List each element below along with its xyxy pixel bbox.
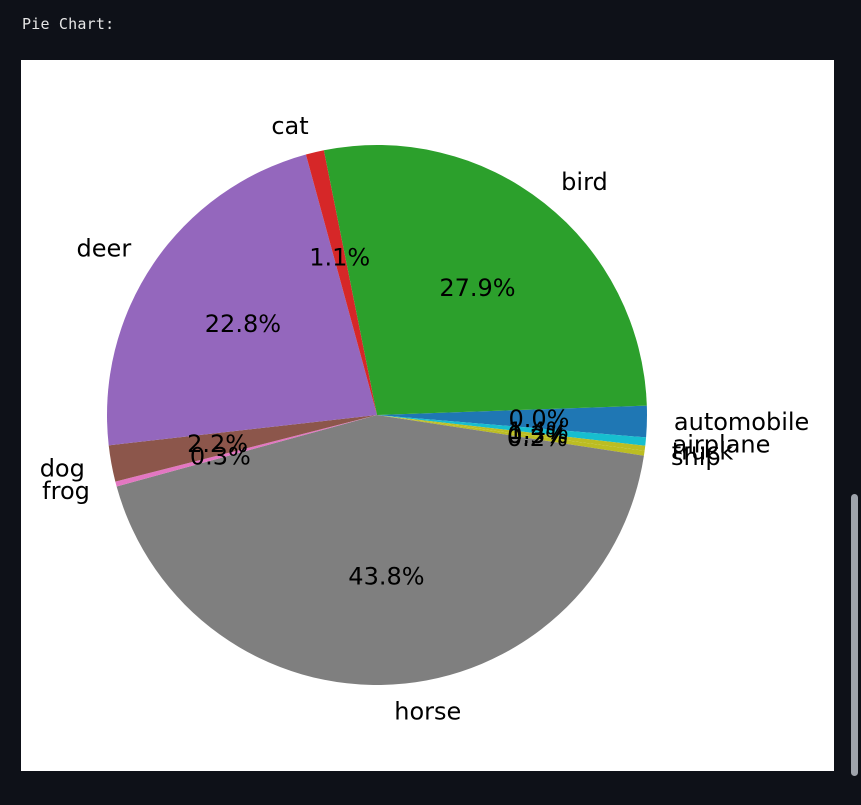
slice-pct-automobile: 0.0% [508, 405, 569, 433]
chart-figure: automobile 0.0% airplane 1.4% truck 0.3% ship 0… [21, 60, 834, 771]
pie-slice-dog [108, 415, 377, 482]
slice-label-deer: deer [77, 234, 132, 262]
pie-chart: automobile 0.0% airplane 1.4% truck 0.3% ship 0… [40, 112, 810, 726]
slice-label-dog: dog [40, 454, 85, 482]
slice-pct-deer: 22.8% [205, 310, 281, 338]
slice-label-airplane: airplane [673, 430, 771, 458]
pie-slice-horse [116, 415, 644, 685]
pie-slice-airplane [377, 415, 647, 446]
slice-pct-airplane: 1.4% [508, 417, 569, 445]
slice-pct-dog: 2.2% [187, 430, 248, 458]
pie-labels: automobile 0.0% airplane 1.4% truck 0.3% ship 0… [40, 112, 810, 726]
slice-label-frog: frog [42, 477, 90, 505]
pie-slice-deer [107, 154, 378, 446]
slice-label-cat: cat [271, 112, 308, 140]
output-heading: Pie Chart: [22, 15, 115, 33]
slice-label-horse: horse [394, 697, 461, 725]
pie-slices [107, 145, 647, 685]
slice-label-bird: bird [561, 168, 608, 196]
pie-slice-automobile [377, 405, 647, 438]
slice-pct-horse: 43.8% [348, 563, 424, 591]
slice-pct-truck: 0.3% [507, 421, 568, 449]
slice-pct-cat: 1.1% [309, 243, 370, 271]
slice-pct-bird: 27.9% [439, 274, 515, 302]
pie-slice-truck [377, 415, 646, 451]
pie-slice-ship [377, 415, 645, 456]
slice-pct-frog: 0.3% [190, 442, 251, 470]
scrollbar-thumb[interactable] [851, 494, 858, 776]
pie-slice-frog [115, 415, 377, 487]
pie-slice-bird [323, 145, 647, 415]
slice-pct-ship: 0.2% [507, 424, 568, 452]
pie-slice-cat [305, 150, 377, 415]
slice-label-automobile: automobile [674, 408, 809, 436]
slice-label-truck: truck [672, 438, 734, 466]
slice-label-ship: ship [671, 443, 721, 471]
